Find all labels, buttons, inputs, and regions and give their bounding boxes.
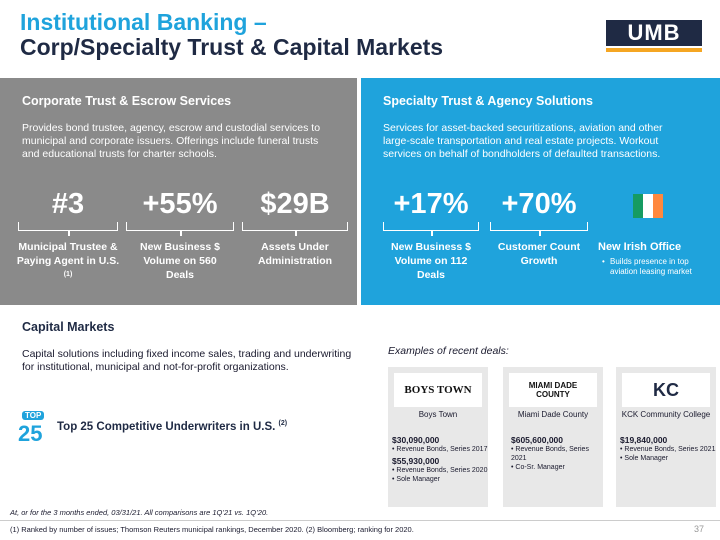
flag-stripe-green bbox=[633, 194, 643, 218]
deal-amount: $605,600,000 bbox=[511, 435, 563, 445]
irish-office-bullet: • Builds presence in top aviation leasin… bbox=[602, 257, 692, 276]
corporate-trust-panel bbox=[0, 78, 357, 305]
page-title: Institutional Banking – Corp/Specialty T… bbox=[20, 10, 443, 60]
underwriter-ranking: Top 25 Competitive Underwriters in U.S. … bbox=[57, 420, 288, 433]
deal-name: Miami Dade County bbox=[517, 410, 589, 419]
title-line-2: Corp/Specialty Trust & Capital Markets bbox=[20, 34, 444, 60]
deal-amount: $30,090,000 bbox=[392, 435, 440, 445]
deal-detail: • Revenue Bonds, Series 2020 bbox=[392, 467, 488, 474]
miami-dade-logo: MIAMI DADE COUNTY bbox=[509, 373, 597, 407]
deals-intro: Examples of recent deals: bbox=[388, 345, 509, 357]
stat-bracket bbox=[242, 222, 348, 236]
irish-office-label: New Irish Office bbox=[598, 241, 682, 253]
stat-value-rank: #3 bbox=[51, 188, 85, 220]
specialty-trust-description: Services for asset-backed securitization… bbox=[383, 122, 663, 160]
deal-detail: • Revenue Bonds, Series 2021 bbox=[511, 446, 589, 462]
capital-markets-description: Capital solutions including fixed income… bbox=[22, 348, 352, 373]
deal-detail: • Co-Sr. Manager bbox=[511, 464, 565, 471]
flag-stripe-white bbox=[643, 194, 653, 218]
flag-stripe-orange bbox=[653, 194, 663, 218]
deal-detail: • Revenue Bonds, Series 2021 bbox=[620, 446, 716, 453]
stat-bracket bbox=[18, 222, 118, 236]
deal-card-miami-dade: MIAMI DADE COUNTY Miami Dade County $605… bbox=[503, 367, 603, 507]
stat-bracket bbox=[490, 222, 588, 236]
corporate-trust-heading: Corporate Trust & Escrow Services bbox=[22, 94, 232, 108]
stat-value-assets: $29B bbox=[260, 188, 330, 220]
boys-town-logo: BOYS TOWN bbox=[394, 373, 482, 407]
stat-value-customer-growth: +70% bbox=[501, 188, 577, 220]
specialty-trust-heading: Specialty Trust & Agency Solutions bbox=[383, 94, 593, 108]
stat-bracket bbox=[126, 222, 234, 236]
deal-card-boys-town: BOYS TOWN Boys Town $30,090,000 • Revenu… bbox=[388, 367, 488, 507]
footer-divider bbox=[0, 520, 720, 521]
deal-card-kck: KC KCK Community College $19,840,000 • R… bbox=[616, 367, 716, 507]
badge-number: 25 bbox=[18, 421, 43, 446]
top-25-badge-icon: TOP 25 bbox=[18, 405, 50, 445]
stat-label-specialty-volume: New Business $ Volume on 112 Deals bbox=[391, 241, 471, 281]
badge-top-text: TOP bbox=[22, 411, 45, 420]
logo-accent-bar bbox=[606, 48, 702, 52]
specialty-trust-panel bbox=[361, 78, 720, 305]
deal-name: Boys Town bbox=[418, 410, 458, 419]
stat-label-customer-growth: Customer Count Growth bbox=[497, 241, 581, 267]
capital-markets-heading: Capital Markets bbox=[22, 320, 115, 334]
stat-label-new-business: New Business $ Volume on 560 Deals bbox=[140, 241, 220, 281]
title-line-1: Institutional Banking – bbox=[20, 9, 267, 35]
deal-detail: • Sole Manager bbox=[392, 476, 440, 483]
deal-detail: • Sole Manager bbox=[620, 455, 668, 462]
corporate-trust-description: Provides bond trustee, agency, escrow an… bbox=[22, 122, 321, 160]
stat-value-new-business: +55% bbox=[142, 188, 218, 220]
deal-detail: • Revenue Bonds, Series 2017 bbox=[392, 446, 488, 453]
footnote-period: At, or for the 3 months ended, 03/31/21.… bbox=[10, 508, 269, 517]
stat-bracket bbox=[383, 222, 479, 236]
footnote-sources: (1) Ranked by number of issues; Thomson … bbox=[10, 525, 414, 534]
stat-value-specialty-volume: +17% bbox=[393, 188, 469, 220]
kck-logo: KC bbox=[622, 373, 710, 407]
irish-flag-icon bbox=[633, 194, 663, 218]
umb-logo: UMB bbox=[606, 20, 702, 46]
deal-name: KCK Community College bbox=[621, 410, 711, 419]
stat-label-rank: Municipal Trustee & Paying Agent in U.S.… bbox=[16, 241, 120, 278]
page-number: 37 bbox=[694, 524, 705, 534]
stat-label-assets: Assets Under Administration bbox=[257, 241, 333, 267]
deal-amount: $55,930,000 bbox=[392, 456, 440, 466]
deal-amount: $19,840,000 bbox=[620, 435, 668, 445]
